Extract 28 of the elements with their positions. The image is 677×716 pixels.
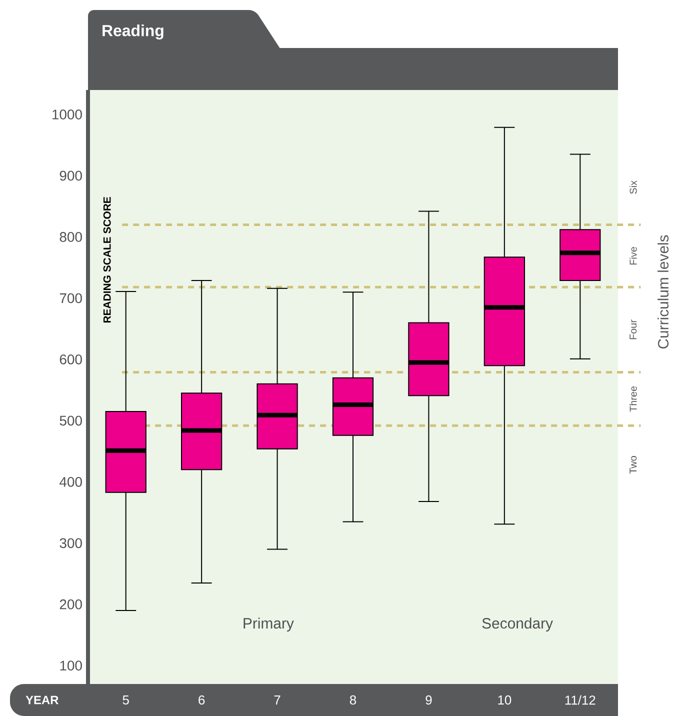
text: Five xyxy=(629,246,637,265)
y-tick-label: 500 xyxy=(60,416,82,426)
x-tick-label: 9 xyxy=(426,695,432,705)
y-tick-label: 1000 xyxy=(52,110,82,120)
chart-title: Reading xyxy=(102,24,164,40)
x-axis-title: YEAR xyxy=(26,696,58,704)
y-tick-label: 100 xyxy=(60,660,82,671)
annotation: Primary xyxy=(244,618,294,632)
x-tick-label: 11/12 xyxy=(565,695,596,705)
y2-axis-title: Curriculum levels xyxy=(658,235,669,348)
annotation: Secondary xyxy=(482,618,553,632)
x-tick-label: 8 xyxy=(350,695,356,705)
y-tick-label: 800 xyxy=(60,232,82,242)
x-tick-label: 10 xyxy=(498,695,512,705)
y-axis-title: READING SCALE SCORE xyxy=(103,196,111,323)
text: Six xyxy=(629,180,637,194)
text: Two xyxy=(630,456,637,474)
x-tick-label: 7 xyxy=(274,696,280,704)
text: Four xyxy=(630,320,637,340)
x-tick-label: 5 xyxy=(122,695,129,705)
text: Three xyxy=(629,386,637,412)
y-tick-label: 900 xyxy=(60,170,82,181)
y-tick-label: 400 xyxy=(60,476,82,487)
y-tick-label: 300 xyxy=(60,538,82,548)
y-tick-label: 700 xyxy=(60,293,82,304)
y-tick-label: 200 xyxy=(60,599,82,610)
y-tick-label: 600 xyxy=(60,354,82,364)
x-tick-label: 6 xyxy=(198,695,205,705)
